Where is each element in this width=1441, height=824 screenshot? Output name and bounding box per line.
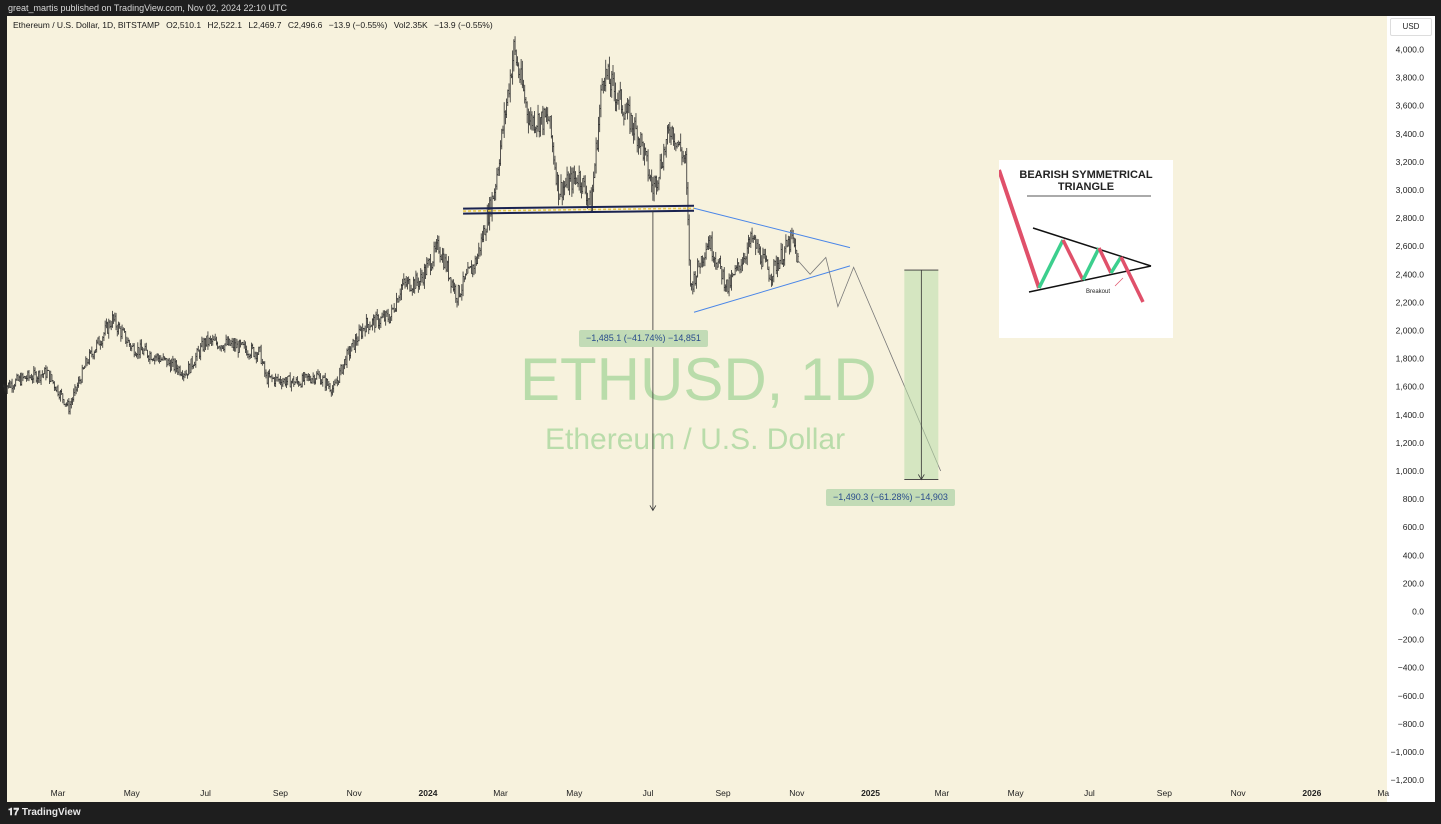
y-tick-label: 1,800.0 (1396, 354, 1425, 364)
y-tick-label: −1,200.0 (1391, 775, 1425, 785)
price-axis[interactable] (1387, 16, 1435, 802)
x-tick-label: Jul (643, 788, 654, 798)
y-tick-label: 2,200.0 (1396, 297, 1425, 307)
y-tick-label: 4,000.0 (1396, 45, 1425, 55)
y-tick-label: 2,600.0 (1396, 241, 1425, 251)
legend-volume-change: −13.9 (−0.55%) (434, 20, 493, 30)
x-tick-label: 2024 (419, 788, 438, 798)
legend-low: L2,469.7 (248, 20, 282, 30)
footer-brand: TradingView (21, 807, 81, 818)
x-tick-label: Jul (1084, 788, 1095, 798)
legend-symbol[interactable]: Ethereum / U.S. Dollar, 1D, BITSTAMP (13, 20, 160, 30)
watermark-symbol: ETHUSD, 1D (520, 346, 877, 413)
tradingview-logo[interactable]: 𝟏𝟕 TradingView (8, 807, 81, 818)
x-tick-label: Sep (715, 788, 730, 798)
legend-change: −13.9 (−0.55%) (328, 20, 388, 30)
x-tick-label: Mar (935, 788, 950, 798)
triangle-lower-line (693, 265, 851, 313)
y-tick-label: 400.0 (1403, 550, 1425, 560)
x-tick-label: Mar (51, 788, 66, 798)
y-tick-label: 1,600.0 (1396, 382, 1425, 392)
legend-volume: Vol2.35K (393, 20, 428, 30)
y-tick-label: 3,400.0 (1396, 129, 1425, 139)
y-tick-label: 3,200.0 (1396, 157, 1425, 167)
measure-arrowhead-2 (917, 474, 925, 481)
inset-leg-5 (1109, 256, 1123, 274)
inset-leg-1 (1037, 239, 1065, 289)
support-line-dash (463, 207, 695, 212)
chart-area[interactable] (7, 16, 1387, 802)
y-tick-label: 800.0 (1403, 494, 1425, 504)
y-tick-label: −200.0 (1398, 635, 1425, 645)
legend-open: O2,510.1 (166, 20, 202, 30)
inset-downtrend (999, 169, 1041, 289)
x-tick-label: Sep (1157, 788, 1172, 798)
inset-upper-line (1032, 227, 1152, 267)
support-line (463, 209, 695, 215)
y-tick-label: 3,600.0 (1396, 101, 1425, 111)
inset-breakout-label: Breakout (1086, 289, 1110, 295)
triangle-upper-line (693, 207, 851, 249)
legend-high: H2,522.1 (207, 20, 242, 30)
x-tick-label: Sep (273, 788, 288, 798)
support-line (463, 204, 695, 210)
measure-label-1[interactable]: −1,485.1 (−41.74%) −14,851 (579, 330, 708, 347)
y-tick-label: −1,000.0 (1391, 747, 1425, 757)
legend-close: C2,496.6 (287, 20, 323, 30)
y-tick-label: 600.0 (1403, 522, 1425, 532)
measure-label-2[interactable]: −1,490.3 (−61.28%) −14,903 (826, 489, 955, 506)
y-tick-label: 0.0 (1412, 607, 1424, 617)
y-tick-label: 1,400.0 (1396, 410, 1425, 420)
y-tick-label: 200.0 (1403, 578, 1425, 588)
measure-arrowhead-1 (649, 505, 657, 512)
y-tick-label: 1,200.0 (1396, 438, 1425, 448)
inset-leg-2 (1061, 239, 1085, 281)
inset-breakout-pointer (1114, 277, 1124, 287)
y-tick-label: 2,800.0 (1396, 213, 1425, 223)
x-tick-label: 2026 (1302, 788, 1321, 798)
x-tick-label: Jul (200, 788, 211, 798)
y-tick-label: 3,000.0 (1396, 185, 1425, 195)
projection-path (797, 256, 942, 472)
x-tick-label: May (1008, 788, 1025, 798)
y-tick-label: −600.0 (1398, 691, 1425, 701)
y-tick-label: −400.0 (1398, 663, 1425, 673)
pattern-inset-image: BEARISH SYMMETRICAL TRIANGLE AVERAGE Bre… (999, 160, 1173, 338)
inset-title-2: TRIANGLE (1057, 181, 1115, 193)
watermark-name: Ethereum / U.S. Dollar (545, 423, 846, 456)
symbol-legend: Ethereum / U.S. Dollar, 1D, BITSTAMP O2,… (13, 20, 497, 30)
inset-lower-line (1028, 265, 1152, 293)
publisher-text: great_martis published on TradingView.co… (8, 3, 287, 13)
x-tick-label: Mar (493, 788, 508, 798)
y-tick-label: 1,000.0 (1396, 466, 1425, 476)
y-tick-label: 2,000.0 (1396, 326, 1425, 336)
x-tick-label: Nov (1231, 788, 1247, 798)
y-tick-label: −800.0 (1398, 719, 1425, 729)
x-tick-label: May (566, 788, 583, 798)
x-tick-label: Nov (347, 788, 363, 798)
currency-button[interactable]: USD (1390, 18, 1432, 36)
y-tick-label: 2,400.0 (1396, 269, 1425, 279)
x-tick-label: Nov (789, 788, 805, 798)
inset-leg-3 (1081, 247, 1101, 281)
inset-leg-6 (1119, 256, 1145, 303)
footer-bar: 𝟏𝟕 TradingView (0, 802, 1441, 824)
x-tick-label: Ma (1377, 788, 1389, 798)
inset-diagram: AVERAGE Breakout (999, 169, 1152, 303)
inset-title-1: BEARISH SYMMETRICAL (1019, 169, 1153, 181)
x-tick-label: 2025 (861, 788, 880, 798)
inset-leg-4 (1097, 247, 1113, 274)
y-tick-label: 3,800.0 (1396, 73, 1425, 83)
x-tick-label: May (124, 788, 141, 798)
publisher-bar: great_martis published on TradingView.co… (0, 0, 1441, 16)
